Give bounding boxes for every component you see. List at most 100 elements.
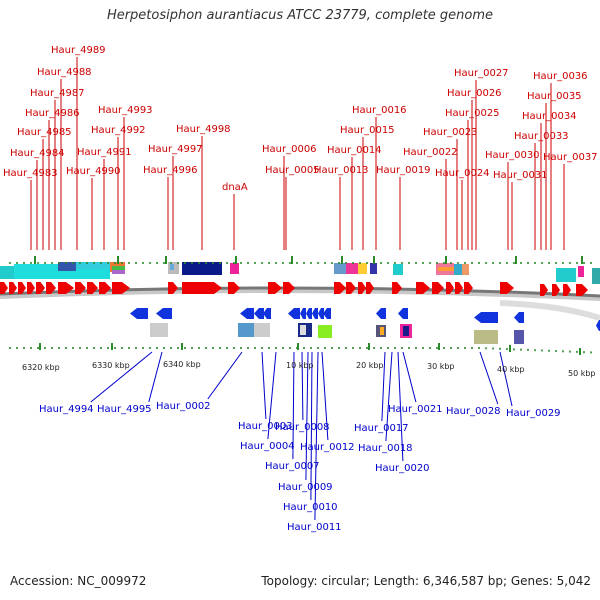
reverse-gene-arrow: [130, 308, 148, 319]
reverse-gene-arrow: [398, 308, 408, 319]
gene-labels: Haur_4983 Haur_4984 Haur_4985 Haur_4986 Haur…: [3, 45, 598, 533]
feature-block: [380, 327, 384, 335]
forward-gene-label: Haur_0037: [543, 152, 598, 163]
reverse-gene-label: Haur_0021: [388, 404, 443, 415]
forward-gene-label: Haur_0019: [376, 165, 431, 176]
reverse-gene-label: Haur_0007: [265, 461, 320, 472]
reverse-leader-line: [207, 351, 243, 400]
forward-gene-label: Haur_4987: [30, 88, 85, 99]
feature-block: [58, 262, 76, 271]
reverse-leader-line: [310, 351, 313, 501]
forward-gene-arrow: [58, 282, 74, 294]
forward-gene-label: Haur_0015: [340, 125, 395, 136]
forward-gene-label: Haur_4997: [148, 144, 203, 155]
forward-gene-arrow: [446, 282, 454, 294]
forward-gene-arrow: [552, 284, 560, 296]
forward-gene-arrow: [182, 282, 222, 294]
reverse-gene-arrow: [514, 312, 524, 323]
reverse-leader-line: [499, 351, 513, 407]
reverse-gene-label: Haur_4994: [39, 404, 94, 415]
feature-block: [578, 266, 584, 277]
forward-gene-label: Haur_0022: [403, 147, 458, 158]
reverse-gene-label: Haur_0009: [278, 482, 333, 493]
reverse-gene-arrow: [254, 308, 264, 319]
forward-gene-label: Haur_4986: [25, 108, 80, 119]
forward-gene-label: Haur_0013: [314, 165, 369, 176]
reverse-gene-label: Haur_4995: [97, 404, 152, 415]
reverse-gene-label: Haur_0020: [375, 463, 430, 474]
feature-block: [438, 267, 454, 271]
scale-label: 50 kbp: [568, 369, 596, 378]
forward-gene-label: Haur_4983: [3, 168, 58, 179]
scale-ticks: [9, 256, 592, 355]
forward-gene-label: Haur_0031: [493, 170, 548, 181]
reverse-gene-arrow: [323, 308, 331, 319]
scale-label: 30 kbp: [427, 362, 455, 371]
forward-leader-lines: [30, 57, 565, 250]
forward-gene-arrow: [334, 282, 346, 294]
scale-label: 40 kbp: [497, 365, 525, 374]
forward-gene-arrow: [416, 282, 430, 294]
feature-block: [238, 323, 254, 337]
scale-label: 10 kbp: [286, 361, 314, 370]
forward-gene-label: Haur_0035: [527, 91, 582, 102]
forward-gene-label: Haur_4989: [51, 45, 106, 56]
feature-block: [474, 330, 498, 344]
feature-block: [230, 263, 239, 274]
map-title: Herpetosiphon aurantiacus ATCC 23779, co…: [106, 8, 494, 23]
forward-gene-arrow: [36, 282, 45, 294]
forward-gene-arrow: [9, 282, 17, 294]
reverse-leader-line: [267, 351, 277, 440]
reverse-gene-label: Haur_0018: [358, 443, 413, 454]
feature-block: [592, 268, 600, 284]
feature-block: [170, 264, 174, 270]
forward-gene-label: dnaA: [222, 182, 248, 193]
feature-block: [462, 264, 469, 275]
reverse-gene-label: Haur_0002: [156, 401, 211, 412]
feature-block: [112, 270, 125, 274]
feature-block: [514, 330, 524, 344]
feature-block: [358, 263, 367, 274]
scale-label: 20 kbp: [356, 361, 384, 370]
forward-gene-arrow: [268, 282, 282, 294]
reverse-gene-label: Haur_0011: [287, 522, 342, 533]
forward-gene-arrow: [358, 282, 366, 294]
feature-block: [403, 326, 409, 336]
reverse-gene-arrow: [156, 308, 172, 319]
forward-gene-label: Haur_4990: [66, 166, 121, 177]
reverse-gene-label: Haur_0029: [506, 408, 561, 419]
reverse-gene-arrow: [596, 320, 600, 331]
reverse-leader-line: [321, 351, 329, 441]
reverse-gene-arrow: [474, 312, 498, 323]
forward-gene-label: Haur_0023: [423, 127, 478, 138]
forward-gene-arrow: [366, 282, 374, 294]
feature-block: [318, 325, 332, 338]
forward-gene-arrow: [18, 282, 26, 294]
backbone-shadow: [0, 286, 600, 301]
forward-gene-label: Haur_0014: [327, 145, 382, 156]
forward-gene-arrow: [0, 282, 8, 294]
reverse-leader-line: [397, 351, 404, 462]
forward-gene-label: Haur_0016: [352, 105, 407, 116]
forward-gene-arrow: [112, 282, 130, 294]
scale-label: 6340 kbp: [163, 360, 201, 369]
forward-gene-label: Haur_0026: [447, 88, 502, 99]
reverse-gene-label: Haur_0010: [283, 502, 338, 513]
feature-block: [182, 262, 222, 275]
genome-summary-text: Topology: circular; Length: 6,346,587 bp…: [261, 574, 591, 588]
forward-gene-arrow: [392, 282, 402, 294]
reverse-gene-arrow: [300, 308, 306, 319]
reverse-leader-line: [381, 351, 386, 422]
reverse-gene-arrow: [288, 308, 300, 319]
forward-gene-arrow: [540, 284, 548, 296]
reverse-leader-lines: [90, 351, 513, 521]
reverse-leader-line: [305, 351, 309, 481]
feature-block: [300, 325, 306, 335]
forward-gene-label: Haur_0024: [435, 168, 490, 179]
reverse-gene-arrow: [240, 308, 254, 319]
reverse-lane-arc: [499, 300, 600, 321]
reverse-gene-arrow: [263, 308, 271, 319]
forward-gene-arrow: [99, 282, 111, 294]
